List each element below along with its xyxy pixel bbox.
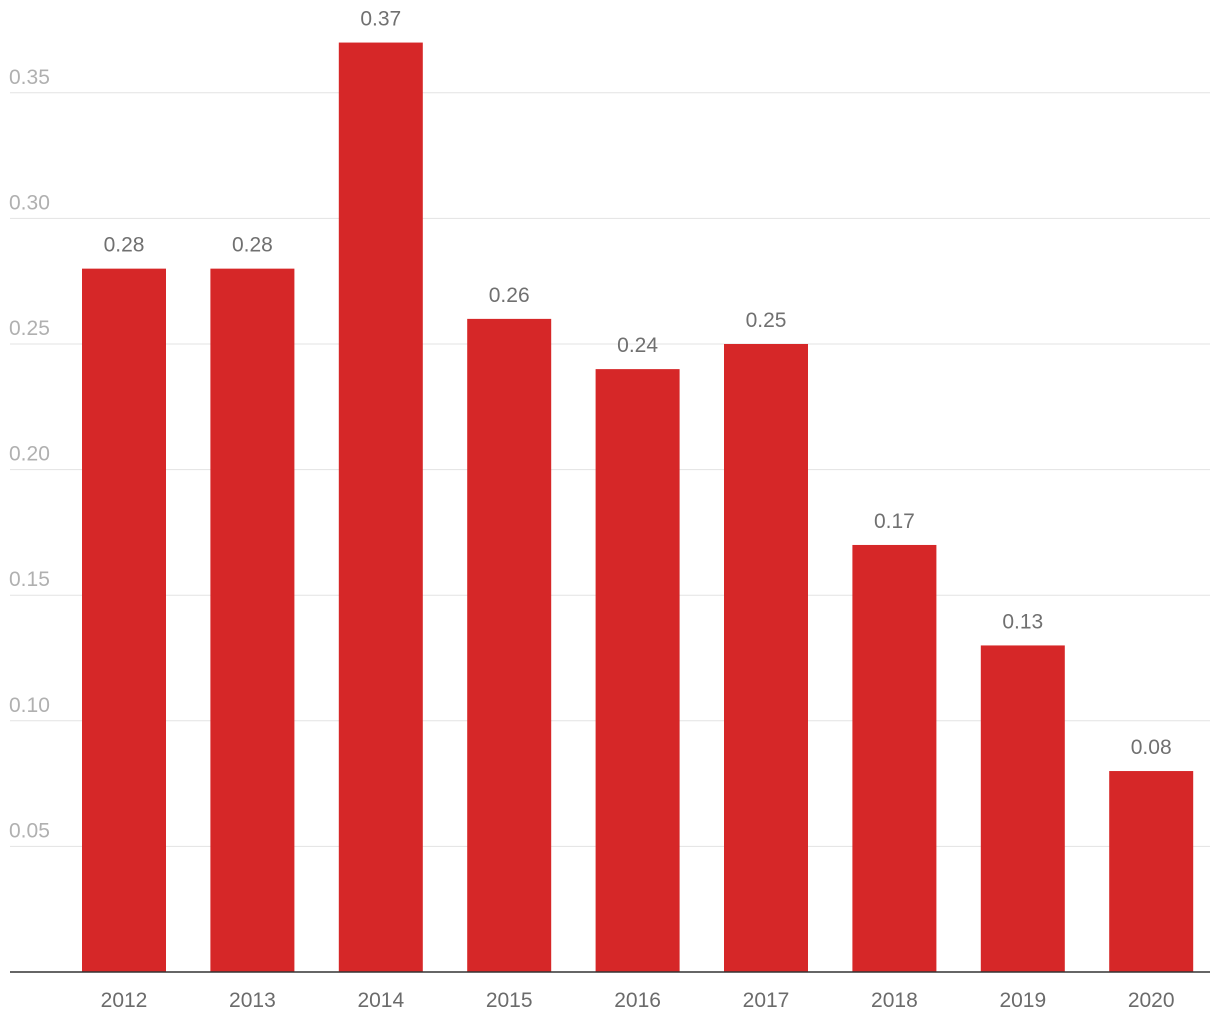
data-label: 0.13 — [1002, 610, 1043, 633]
data-label: 0.37 — [360, 8, 401, 31]
y-tick-label: 0.20 — [9, 443, 50, 466]
bar-2014 — [338, 42, 423, 973]
x-axis-ticks: 2012 2013 2014 2015 2016 2017 2018 2019 2020 — [101, 989, 1175, 1012]
data-labels: 0.28 0.28 0.37 0.26 0.24 0.25 0.17 0.13 0.08 — [104, 8, 1172, 759]
data-label: 0.28 — [104, 234, 145, 257]
x-tick-label: 2019 — [999, 989, 1046, 1012]
y-tick-label: 0.10 — [9, 694, 50, 717]
bar-2015 — [467, 318, 552, 972]
data-label: 0.28 — [232, 234, 273, 257]
x-tick-label: 2020 — [1128, 989, 1175, 1012]
x-tick-label: 2013 — [229, 989, 276, 1012]
data-label: 0.25 — [746, 309, 787, 332]
y-tick-label: 0.35 — [9, 66, 50, 89]
bar-2013 — [210, 268, 295, 972]
x-tick-label: 2014 — [357, 989, 404, 1012]
x-tick-label: 2012 — [101, 989, 148, 1012]
y-tick-label: 0.05 — [9, 819, 50, 842]
x-tick-label: 2015 — [486, 989, 533, 1012]
bar-2019 — [980, 645, 1065, 972]
data-label: 0.24 — [617, 334, 658, 357]
y-tick-label: 0.30 — [9, 191, 50, 214]
bar-2018 — [852, 544, 937, 972]
data-label: 0.08 — [1131, 736, 1172, 759]
data-label: 0.17 — [874, 510, 915, 533]
y-tick-label: 0.25 — [9, 317, 50, 340]
y-axis-ticks: 0.05 0.10 0.15 0.20 0.25 0.30 0.35 — [9, 66, 50, 843]
y-tick-label: 0.15 — [9, 568, 50, 591]
bar-2016 — [595, 369, 680, 972]
data-label: 0.26 — [489, 284, 530, 307]
x-tick-label: 2018 — [871, 989, 918, 1012]
bar-2012 — [82, 268, 166, 972]
x-tick-label: 2016 — [614, 989, 661, 1012]
bars — [82, 42, 1194, 973]
bar-2017 — [724, 344, 808, 972]
x-tick-label: 2017 — [743, 989, 790, 1012]
bar-2020 — [1109, 771, 1194, 972]
